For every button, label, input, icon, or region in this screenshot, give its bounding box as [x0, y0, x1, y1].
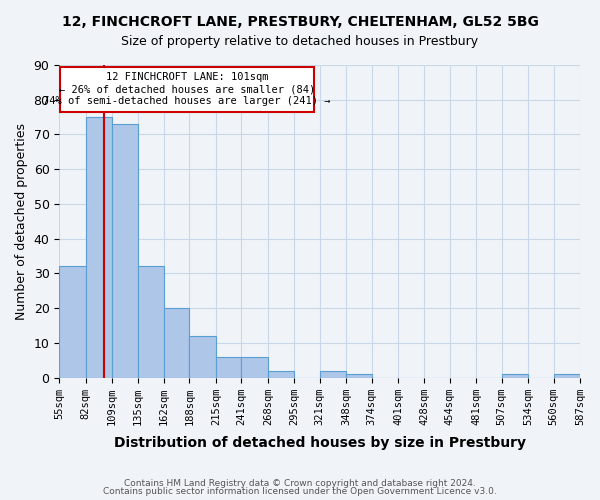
Bar — [346, 374, 371, 378]
Text: Size of property relative to detached houses in Prestbury: Size of property relative to detached ho… — [121, 35, 479, 48]
Y-axis label: Number of detached properties: Number of detached properties — [15, 123, 28, 320]
Bar — [137, 266, 164, 378]
Bar — [112, 124, 137, 378]
Text: 74% of semi-detached houses are larger (241) →: 74% of semi-detached houses are larger (… — [43, 96, 331, 106]
Bar — [190, 336, 216, 378]
Text: 12, FINCHCROFT LANE, PRESTBURY, CHELTENHAM, GL52 5BG: 12, FINCHCROFT LANE, PRESTBURY, CHELTENH… — [62, 15, 538, 29]
Bar — [86, 117, 112, 378]
Bar — [268, 370, 294, 378]
Text: 12 FINCHCROFT LANE: 101sqm: 12 FINCHCROFT LANE: 101sqm — [106, 72, 268, 82]
Text: Contains public sector information licensed under the Open Government Licence v3: Contains public sector information licen… — [103, 487, 497, 496]
Bar — [320, 370, 346, 378]
Bar — [216, 357, 241, 378]
Text: ← 26% of detached houses are smaller (84): ← 26% of detached houses are smaller (84… — [59, 84, 315, 94]
Bar — [59, 266, 86, 378]
Bar — [554, 374, 580, 378]
Bar — [241, 357, 268, 378]
FancyBboxPatch shape — [60, 66, 314, 112]
Bar — [164, 308, 190, 378]
Bar — [502, 374, 528, 378]
Text: Contains HM Land Registry data © Crown copyright and database right 2024.: Contains HM Land Registry data © Crown c… — [124, 478, 476, 488]
X-axis label: Distribution of detached houses by size in Prestbury: Distribution of detached houses by size … — [113, 436, 526, 450]
